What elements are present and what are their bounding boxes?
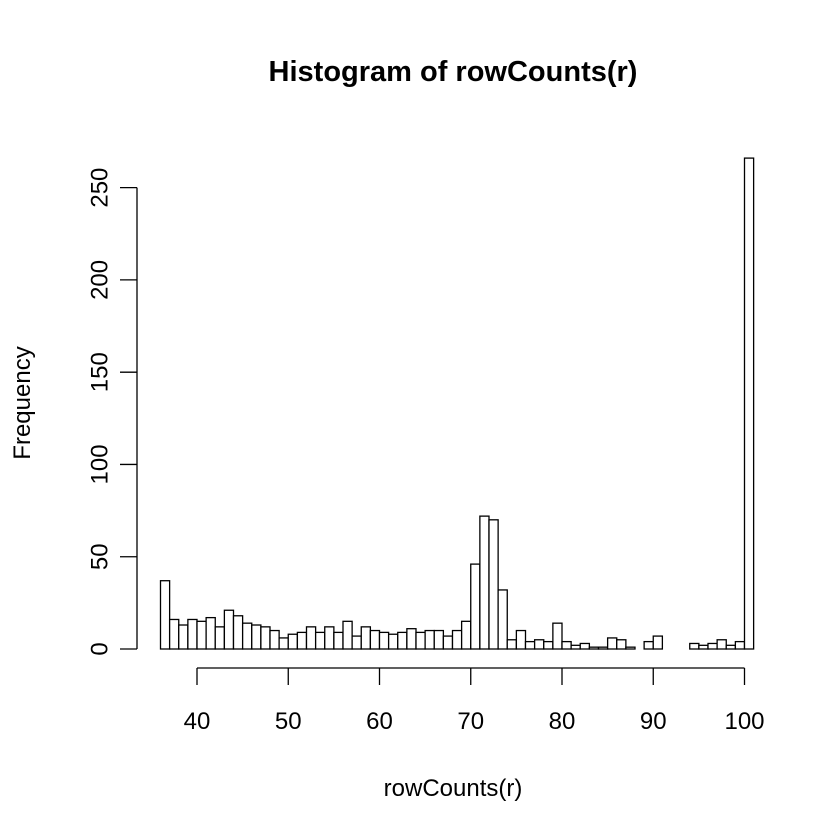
histogram-bar [378,631,390,650]
histogram-bar [232,615,244,650]
y-tick-label: 50 [86,543,113,570]
histogram-bar [570,644,581,650]
histogram-bar [351,635,362,650]
x-axis-label: rowCounts(r) [384,775,523,802]
histogram-bar [579,642,591,650]
y-tick-label: 0 [86,642,113,655]
y-tick-label: 200 [86,260,113,300]
histogram-bar [488,519,499,650]
x-tick-label: 80 [549,708,576,735]
histogram-bar [588,646,600,650]
histogram-bar [479,515,490,650]
histogram-bar [689,642,700,650]
histogram-bar [442,635,454,650]
histogram-bar [543,640,554,650]
histogram-bar [223,609,235,650]
y-axis: 0 50 100 150 200 250 [86,168,138,656]
histogram-bar [241,622,253,650]
histogram-bar [533,639,545,650]
histogram-bar [360,626,372,650]
histogram-bar [460,620,472,650]
histogram-bar [314,631,326,650]
histogram-bar [168,618,180,650]
histogram-bar [552,622,563,650]
y-tick-label: 150 [86,352,113,392]
histogram-bar [597,646,609,650]
histogram-bar [369,629,381,650]
histogram-bar [278,637,289,650]
histogram-bar [698,644,709,650]
histogram-bar [159,580,171,650]
histogram-bar [451,629,463,650]
histogram-bar [260,626,271,650]
x-tick-label: 40 [184,708,211,735]
histogram-bar [305,626,317,650]
histogram-bar [415,631,426,650]
x-tick-label: 90 [640,708,667,735]
histogram-bar [196,620,207,650]
histogram-bar [515,629,527,650]
histogram-bar [397,631,408,650]
bars-group [159,157,755,650]
histogram-bar [296,631,308,650]
histogram-bar [643,640,654,650]
histogram-bar [333,631,344,650]
histogram-bar [625,646,636,650]
y-axis-label: Frequency [9,346,36,459]
histogram-bar [406,628,417,650]
histogram-bar [716,639,727,650]
histogram-bar [251,624,262,650]
histogram-bar [324,626,335,650]
histogram-bar [652,635,664,650]
histogram-bar [387,633,399,650]
histogram-bar [606,637,618,650]
histogram-bar [743,157,755,650]
histogram-bar [433,629,445,650]
histogram-bar [214,626,226,650]
chart-title: Histogram of rowCounts(r) [269,56,638,88]
y-tick-label: 250 [86,168,113,208]
histogram-bar [506,639,518,650]
histogram-bar [187,618,198,650]
histogram-bar [178,624,189,650]
histogram-bar [287,633,299,650]
histogram-bar [707,642,718,650]
histogram-bar [470,563,481,650]
histogram-bar [205,616,216,650]
x-tick-label: 60 [366,708,393,735]
histogram-bar [734,640,746,650]
x-tick-label: 50 [275,708,302,735]
y-tick-label: 100 [86,444,113,484]
x-tick-label: 100 [724,708,764,735]
histogram-bar [524,640,536,650]
histogram-bar [616,639,627,650]
x-axis: 40 50 60 70 80 90 100 [184,667,765,735]
histogram-bar [269,629,280,650]
histogram-bar [424,629,435,650]
x-tick-label: 70 [457,708,484,735]
histogram-bar [725,644,737,650]
histogram-bar [561,640,572,650]
histogram-bar [342,620,353,650]
histogram-bar [497,589,508,650]
